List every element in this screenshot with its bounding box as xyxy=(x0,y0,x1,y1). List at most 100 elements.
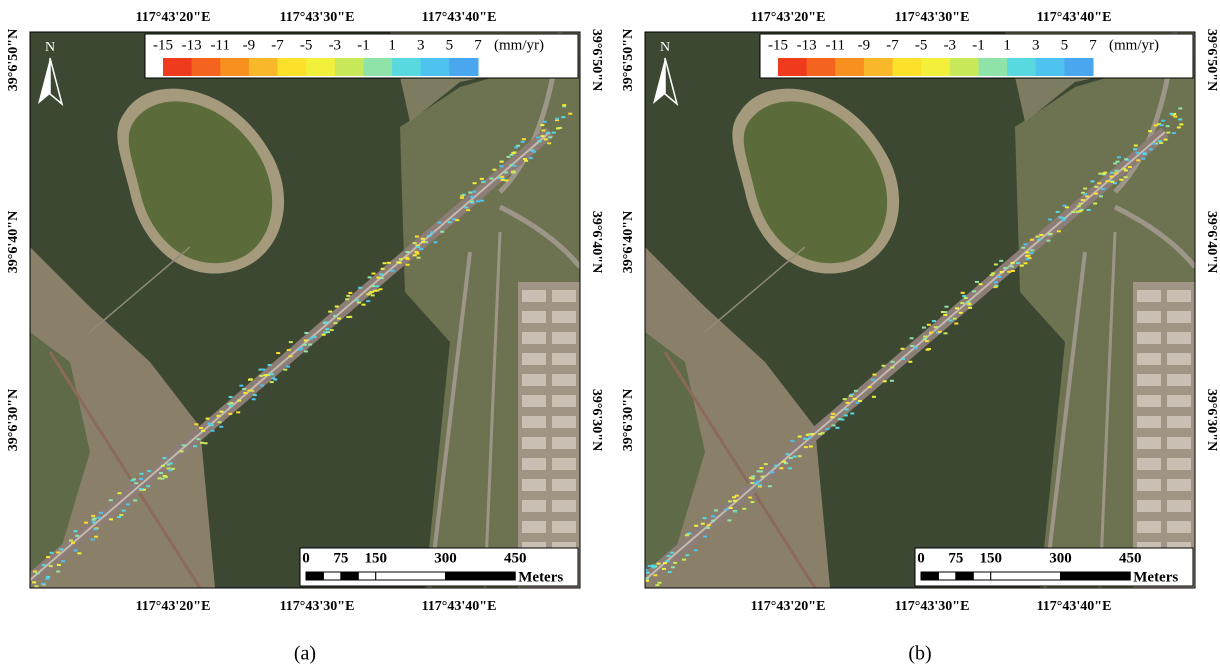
ps-point xyxy=(1000,271,1004,273)
ps-point xyxy=(366,293,370,295)
ps-point xyxy=(522,138,526,140)
ps-point xyxy=(1172,132,1176,134)
ps-point xyxy=(46,578,50,580)
scale-segment xyxy=(973,572,990,580)
building xyxy=(522,521,546,533)
ps-point xyxy=(872,396,876,398)
bottom-coordinate: 117°43'20"E xyxy=(136,599,211,614)
ps-point xyxy=(1046,240,1050,242)
ps-point xyxy=(949,319,953,321)
ps-point xyxy=(308,344,312,346)
ps-point xyxy=(73,530,77,532)
top-coordinate: 117°43'40"E xyxy=(422,10,497,25)
ps-point xyxy=(163,457,167,459)
ps-point xyxy=(239,385,243,387)
legend-swatch xyxy=(864,58,893,76)
ps-point xyxy=(521,141,525,143)
top-coordinate: 117°43'40"E xyxy=(1037,10,1112,25)
ps-point xyxy=(830,416,834,418)
ps-point xyxy=(421,238,425,240)
ps-point xyxy=(147,470,151,472)
ps-point xyxy=(808,433,812,435)
ps-point xyxy=(480,178,484,180)
ps-point xyxy=(1025,255,1029,257)
ps-point xyxy=(433,241,437,243)
left-coordinate: 39°6'40"N xyxy=(6,211,21,273)
ps-point xyxy=(97,517,101,519)
ps-point xyxy=(1128,166,1132,168)
ps-point xyxy=(706,527,710,529)
top-coordinate: 117°43'30"E xyxy=(280,10,355,25)
scale-segment xyxy=(306,572,323,580)
ps-point xyxy=(1148,130,1152,132)
ps-point xyxy=(1078,203,1082,205)
ps-point xyxy=(831,413,835,415)
building xyxy=(522,500,546,512)
ps-point xyxy=(742,508,746,510)
ps-point xyxy=(756,481,760,483)
ps-point xyxy=(505,179,509,181)
ps-point xyxy=(1110,181,1114,183)
ps-point xyxy=(868,386,872,388)
building xyxy=(1167,374,1191,386)
ps-point xyxy=(845,408,849,410)
ps-point xyxy=(216,415,220,417)
ps-point xyxy=(1039,234,1043,236)
building xyxy=(1137,521,1161,533)
ps-point xyxy=(366,300,370,302)
ps-point xyxy=(941,311,945,313)
ps-point xyxy=(348,292,352,294)
ps-point xyxy=(882,365,886,367)
ps-point xyxy=(237,400,241,402)
ps-point xyxy=(1025,258,1029,260)
ps-point xyxy=(536,137,540,139)
ps-point xyxy=(371,294,375,296)
ps-point xyxy=(1124,158,1128,160)
building xyxy=(1167,311,1191,323)
ps-point xyxy=(134,482,138,484)
ps-point xyxy=(529,157,533,159)
legend-swatch xyxy=(249,58,278,76)
ps-point xyxy=(211,430,215,432)
ps-point xyxy=(248,379,252,381)
legend-tick: 1 xyxy=(1003,37,1011,53)
ps-point xyxy=(662,568,666,570)
ps-point xyxy=(50,552,54,554)
ps-point xyxy=(703,536,707,538)
ps-point xyxy=(1178,107,1182,109)
ps-point xyxy=(990,274,994,276)
building xyxy=(522,416,546,428)
scale-segment xyxy=(956,572,973,580)
building xyxy=(552,500,576,512)
ps-point xyxy=(943,314,947,316)
ps-point xyxy=(872,374,876,376)
ps-point xyxy=(448,221,452,223)
ps-point xyxy=(243,392,247,394)
ps-point xyxy=(546,132,550,134)
building xyxy=(552,521,576,533)
ps-point xyxy=(421,241,425,243)
building xyxy=(1167,458,1191,470)
scale-tick: 300 xyxy=(1049,550,1072,566)
ps-point xyxy=(1063,205,1067,207)
left-coordinate: 39°6'30"N xyxy=(621,389,636,451)
panel-caption: (b) xyxy=(908,643,931,665)
ps-point xyxy=(322,334,326,336)
ps-point xyxy=(345,298,349,300)
ps-point xyxy=(204,442,208,444)
bottom-coordinate: 117°43'20"E xyxy=(751,599,826,614)
ps-point xyxy=(901,358,905,360)
legend-swatch xyxy=(1064,58,1093,76)
ps-point xyxy=(910,345,914,347)
ps-point xyxy=(1098,173,1102,175)
ps-point xyxy=(1159,142,1163,144)
ps-point xyxy=(346,295,350,297)
ps-point xyxy=(32,581,36,583)
ps-point xyxy=(118,492,122,494)
legend-swatch xyxy=(306,58,335,76)
ps-point xyxy=(405,251,409,253)
ps-point xyxy=(381,268,385,270)
ps-point xyxy=(727,519,731,521)
ps-point xyxy=(843,398,847,400)
ps-point xyxy=(437,222,441,224)
